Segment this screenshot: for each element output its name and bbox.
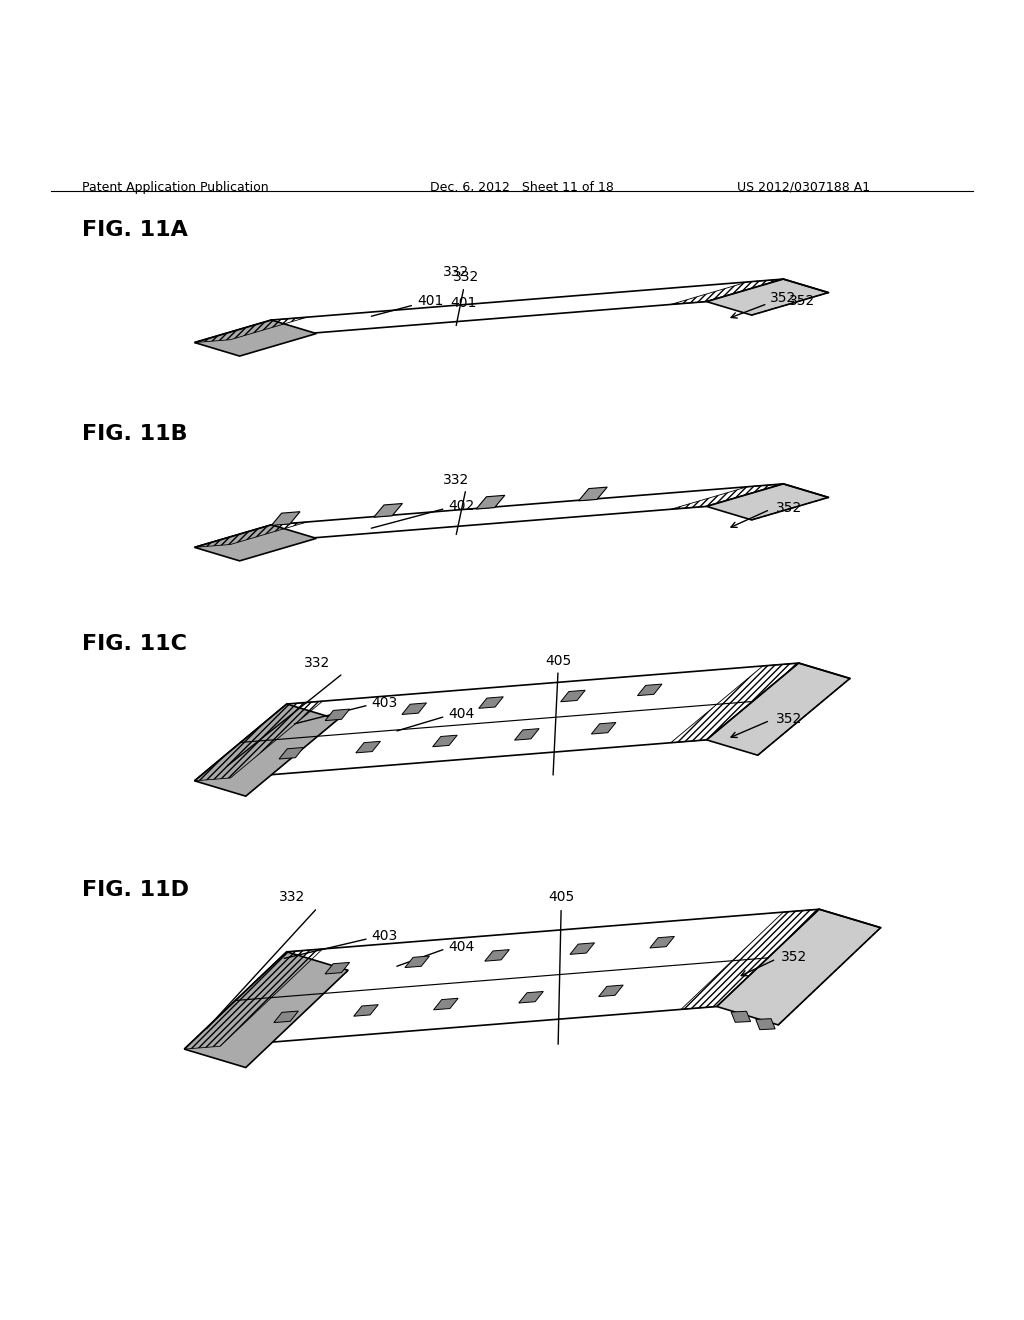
- Polygon shape: [591, 722, 615, 734]
- Text: Dec. 6, 2012   Sheet 11 of 18: Dec. 6, 2012 Sheet 11 of 18: [430, 181, 614, 194]
- Polygon shape: [599, 985, 624, 997]
- Polygon shape: [707, 279, 828, 315]
- Text: FIG. 11A: FIG. 11A: [82, 219, 187, 240]
- Polygon shape: [707, 663, 850, 755]
- Polygon shape: [184, 952, 348, 1068]
- Text: US 2012/0307188 A1: US 2012/0307188 A1: [737, 181, 870, 194]
- Text: 332: 332: [442, 265, 469, 279]
- Polygon shape: [519, 991, 544, 1003]
- Polygon shape: [717, 909, 881, 1024]
- Text: 352: 352: [788, 293, 815, 308]
- Polygon shape: [401, 704, 427, 714]
- Polygon shape: [195, 663, 799, 781]
- Text: 352: 352: [776, 502, 803, 515]
- Polygon shape: [404, 956, 429, 968]
- Polygon shape: [326, 709, 350, 721]
- Text: 404: 404: [449, 708, 475, 721]
- Text: 403: 403: [372, 929, 398, 944]
- Polygon shape: [325, 962, 349, 974]
- Polygon shape: [561, 690, 586, 702]
- Text: FIG. 11D: FIG. 11D: [82, 880, 188, 900]
- Text: 332: 332: [304, 656, 331, 671]
- Polygon shape: [271, 512, 300, 525]
- Polygon shape: [433, 998, 458, 1010]
- Text: FIG. 11B: FIG. 11B: [82, 425, 187, 445]
- Text: 401: 401: [451, 296, 477, 310]
- Text: 352: 352: [776, 713, 803, 726]
- Text: 405: 405: [548, 890, 574, 904]
- Text: 404: 404: [449, 940, 475, 954]
- Polygon shape: [514, 729, 539, 741]
- Polygon shape: [374, 503, 402, 517]
- Polygon shape: [756, 1019, 775, 1030]
- Polygon shape: [195, 525, 316, 561]
- Text: 405: 405: [545, 655, 571, 668]
- Polygon shape: [570, 942, 595, 954]
- Text: 332: 332: [442, 473, 469, 487]
- Polygon shape: [353, 1005, 378, 1016]
- Text: 332: 332: [279, 890, 305, 904]
- Polygon shape: [637, 684, 662, 696]
- Polygon shape: [195, 279, 783, 343]
- Polygon shape: [273, 1011, 298, 1023]
- Polygon shape: [356, 742, 381, 752]
- Polygon shape: [479, 697, 504, 709]
- Text: FIG. 11C: FIG. 11C: [82, 635, 187, 655]
- Text: 352: 352: [781, 950, 808, 964]
- Text: 403: 403: [372, 696, 398, 710]
- Polygon shape: [476, 495, 505, 510]
- Polygon shape: [731, 1011, 751, 1022]
- Text: 332: 332: [453, 271, 479, 326]
- Polygon shape: [195, 484, 783, 548]
- Polygon shape: [433, 735, 458, 747]
- Text: 401: 401: [372, 293, 443, 317]
- Polygon shape: [195, 704, 338, 796]
- Text: 352: 352: [731, 290, 797, 318]
- Text: Patent Application Publication: Patent Application Publication: [82, 181, 268, 194]
- Polygon shape: [650, 936, 675, 948]
- Polygon shape: [707, 484, 828, 520]
- Polygon shape: [484, 949, 509, 961]
- Polygon shape: [195, 319, 316, 356]
- Polygon shape: [184, 909, 819, 1049]
- Text: 402: 402: [449, 499, 475, 513]
- Polygon shape: [279, 747, 304, 759]
- Polygon shape: [579, 487, 607, 500]
